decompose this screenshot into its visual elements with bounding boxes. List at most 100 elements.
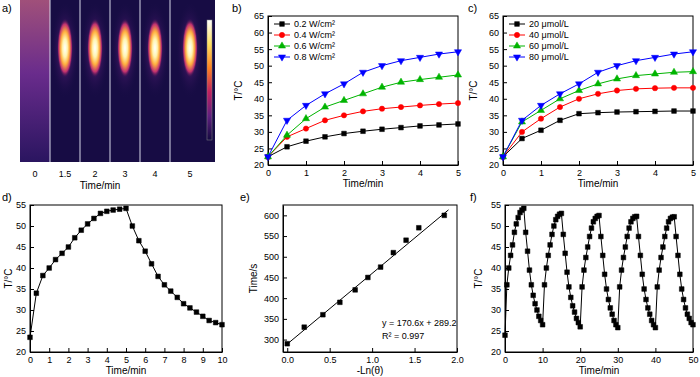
marker: [599, 234, 604, 239]
legend-marker: [278, 55, 285, 61]
marker: [632, 71, 639, 77]
tick-label: 0: [503, 355, 508, 365]
panel: 01234520253035404550556065c)Time/minT/°C…: [468, 2, 697, 189]
tick-mark: [580, 348, 581, 352]
tick-mark: [306, 161, 307, 165]
marker: [625, 234, 630, 239]
series: [499, 50, 696, 161]
plot-area: [28, 206, 225, 340]
y-axis-title: Time/s: [248, 264, 259, 294]
marker: [614, 88, 619, 93]
tick: 2: [342, 161, 347, 178]
thermal-frame: [50, 0, 79, 162]
marker: [636, 234, 641, 239]
marker: [353, 288, 358, 293]
tick-mark: [268, 16, 272, 17]
line: [505, 208, 693, 335]
tick-label: 400: [264, 294, 279, 304]
marker: [436, 101, 441, 106]
marker: [454, 71, 461, 77]
marker: [28, 335, 33, 340]
tick-label: 55: [489, 44, 499, 54]
tick-mark: [268, 49, 272, 50]
tick-mark: [579, 161, 580, 165]
marker: [671, 85, 676, 90]
marker: [575, 82, 582, 88]
tick: 3: [615, 161, 620, 178]
plot-frame: [503, 16, 693, 165]
marker: [149, 261, 154, 266]
tick: 50: [489, 61, 507, 71]
marker: [659, 255, 664, 260]
line: [503, 52, 693, 157]
axis-line: [284, 352, 458, 353]
legend-item: 0.6 W/cm²: [274, 41, 335, 51]
x-axis-title: Time/min: [80, 180, 121, 191]
tick-label: 1: [304, 168, 309, 178]
marker: [359, 90, 366, 96]
marker: [188, 306, 193, 311]
tick-label: 40: [254, 94, 264, 104]
panel: 01234520253035404550556065b)Time/minT/°C…: [232, 2, 462, 189]
line: [503, 72, 693, 157]
thermal-glow: [111, 2, 139, 98]
tick-mark: [505, 226, 509, 227]
marker: [516, 215, 521, 220]
tick: 4: [653, 161, 658, 178]
marker: [613, 64, 620, 70]
tick-mark: [30, 247, 34, 248]
marker: [359, 70, 366, 76]
marker: [570, 303, 575, 308]
tick-mark: [283, 277, 287, 278]
marker: [321, 103, 328, 109]
marker: [644, 297, 649, 302]
marker: [521, 206, 526, 211]
tick: 20: [16, 347, 34, 357]
tick-label: 35: [489, 111, 499, 121]
marker: [520, 136, 525, 141]
tick-mark: [543, 348, 544, 352]
tick: 5: [691, 161, 696, 178]
figure: 01.52345Time/mina)0123452025303540455055…: [0, 0, 700, 377]
marker: [653, 325, 658, 330]
axis-line: [283, 206, 284, 353]
marker: [580, 285, 585, 290]
marker: [418, 124, 423, 129]
frame-separator: [50, 0, 51, 162]
marker: [632, 59, 639, 65]
thermal-frame: [176, 2, 204, 98]
tick-label: 45: [491, 242, 501, 252]
x-axis-title: Time/min: [343, 178, 384, 189]
marker: [542, 282, 547, 287]
tick-mark: [268, 99, 272, 100]
marker: [633, 86, 638, 91]
series: [266, 122, 461, 159]
x-axis: 01020304050: [503, 348, 699, 365]
marker: [683, 306, 688, 311]
tick-label: 45: [489, 78, 499, 88]
tick-mark: [30, 226, 34, 227]
tick-label: 20: [491, 347, 501, 357]
tick-label: 65: [254, 11, 264, 21]
tick: 55: [491, 200, 509, 210]
series: [265, 100, 460, 159]
tick-mark: [164, 348, 165, 352]
marker: [143, 249, 148, 254]
x-axis-title: Time/min: [106, 365, 147, 376]
tick-label: 4: [418, 168, 423, 178]
marker: [556, 92, 563, 98]
marker: [34, 291, 39, 296]
marker: [657, 268, 662, 273]
marker: [652, 86, 657, 91]
tick-mark: [107, 348, 108, 352]
marker: [691, 322, 696, 327]
marker: [168, 289, 173, 294]
legend-marker: [278, 42, 285, 48]
tick-label: 0.0: [281, 355, 294, 365]
marker: [518, 118, 525, 124]
tick: 65: [489, 11, 507, 21]
marker: [264, 155, 271, 161]
tick-label: 50: [254, 61, 264, 71]
marker: [111, 208, 116, 213]
tick-label: 2.0: [451, 355, 464, 365]
